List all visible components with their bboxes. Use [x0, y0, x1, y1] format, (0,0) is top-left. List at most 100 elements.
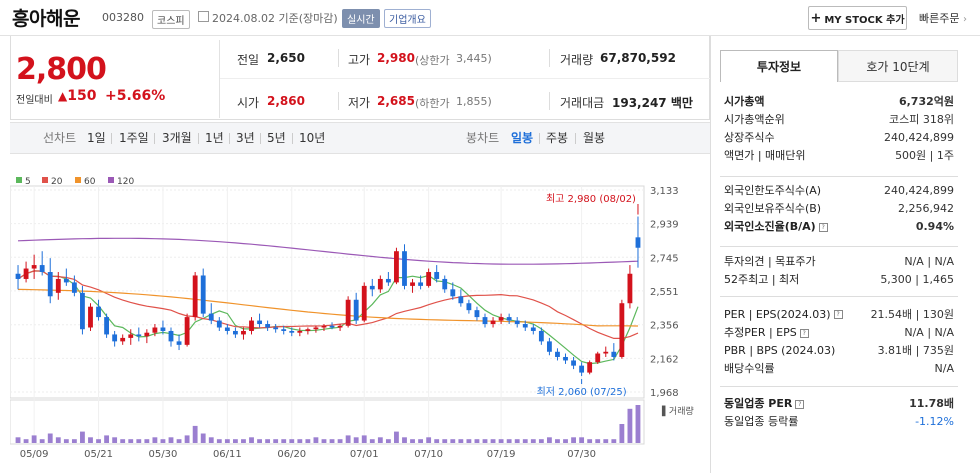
volume-bar	[611, 439, 617, 443]
divider	[220, 78, 710, 79]
candle-body	[571, 360, 576, 366]
high-annotation: 최고 2,980 (08/02)	[546, 193, 636, 205]
volume-bar	[23, 439, 29, 443]
volume-bar	[208, 437, 214, 443]
divider	[720, 296, 958, 297]
candle-body	[39, 265, 45, 273]
x-tick-label: 06/20	[277, 449, 306, 460]
period-1y[interactable]: 1년	[205, 131, 224, 145]
volume-bar	[47, 433, 53, 443]
my-stock-label: MY STOCK 추가	[824, 14, 905, 26]
quick-order-link[interactable]: 빠른주문 ›	[919, 10, 967, 26]
divider	[539, 133, 540, 144]
volume-bar	[321, 439, 327, 443]
x-tick-label: 06/11	[213, 449, 242, 460]
info-value: N/A | N/A	[904, 254, 954, 268]
period-3y[interactable]: 3년	[236, 131, 255, 145]
y-tick-label: 2,939	[650, 220, 679, 231]
candle-daily[interactable]: 일봉	[511, 131, 534, 145]
period-5y[interactable]: 5년	[267, 131, 286, 145]
volume-bar	[458, 439, 464, 443]
price-chart[interactable]: 5 20 60 120 3,133 2,939 2,745 2,551 2,356 2,162 1…	[10, 170, 710, 473]
candle-body	[305, 329, 311, 331]
divider	[292, 133, 293, 144]
candle-body	[176, 341, 182, 345]
info-row: 시가총액순위 코스피 318위	[724, 110, 954, 128]
candle-body	[490, 320, 496, 325]
legend-label: 5	[25, 177, 31, 187]
ma5-line	[17, 270, 639, 365]
realtime-button[interactable]: 실시간	[342, 9, 380, 28]
prev-close-label: 전일	[237, 53, 260, 67]
volume-bar	[152, 437, 158, 443]
candle-body	[353, 299, 359, 321]
candle-body	[80, 292, 85, 330]
help-icon[interactable]: ?	[818, 222, 828, 232]
info-value: -1.12%	[915, 414, 954, 428]
volume-bar	[224, 439, 230, 443]
change-label: 전일대비	[16, 95, 53, 106]
divider	[111, 133, 112, 144]
info-key: 52주최고 | 최저	[724, 273, 800, 286]
candle-body	[168, 330, 174, 342]
help-icon[interactable]: ?	[795, 399, 805, 409]
x-tick-label: 05/21	[84, 449, 113, 460]
divider	[720, 176, 958, 177]
candle-body	[192, 275, 198, 318]
candle-body	[208, 313, 214, 321]
volume-bar	[426, 437, 432, 443]
candle-body	[337, 325, 343, 328]
plot-frame	[10, 185, 645, 399]
volume-bar	[514, 439, 520, 443]
low-annotation: 최저 2,060 (07/25)	[537, 386, 627, 398]
tab-investment-info[interactable]: 투자정보	[720, 50, 838, 82]
candle-body	[241, 330, 246, 335]
low-value: 2,685	[377, 94, 415, 108]
x-tick-label: 07/19	[487, 449, 516, 460]
company-overview-button[interactable]: 기업개요	[384, 9, 431, 28]
market-badge: 코스피	[152, 10, 190, 29]
help-icon[interactable]: ?	[799, 328, 809, 338]
candle-body	[418, 282, 424, 286]
candle-weekly[interactable]: 주봉	[546, 131, 569, 145]
candle-body	[112, 334, 118, 342]
volume-bar	[120, 439, 126, 443]
candle-body	[345, 299, 351, 326]
price-change: ▲150	[58, 88, 96, 104]
candle-monthly[interactable]: 월봉	[583, 131, 606, 145]
candle-body	[538, 330, 544, 342]
help-icon[interactable]: ?	[833, 310, 843, 319]
volume-bar	[192, 425, 198, 443]
x-tick-label: 07/01	[350, 449, 379, 460]
info-key: 동일업종 등락률	[724, 415, 799, 428]
volume-bar	[361, 435, 367, 443]
period-10y[interactable]: 10년	[299, 131, 326, 145]
my-stock-add-button[interactable]: + MY STOCK 추가	[808, 6, 907, 30]
info-key: 외국인소진율(B/A)?	[724, 218, 828, 234]
candle-chart-label: 봉차트	[466, 131, 500, 145]
candle-body	[297, 330, 303, 333]
candle-body	[482, 317, 488, 325]
volume-bar	[595, 439, 601, 443]
candle-body	[63, 278, 69, 283]
high-label: 고가	[348, 53, 371, 67]
volume-bar	[232, 439, 238, 443]
candle-body	[514, 320, 520, 325]
info-row: 상장주식수 240,424,899	[724, 128, 954, 146]
candle-body	[603, 351, 609, 354]
period-1w[interactable]: 1주일	[119, 131, 149, 145]
tab-hoga-10[interactable]: 호가 10단계	[838, 50, 958, 82]
volume-bar	[281, 439, 287, 443]
candle-body	[442, 278, 448, 290]
volume-bar	[474, 439, 480, 443]
period-1d[interactable]: 1일	[87, 131, 106, 145]
volume-bar	[184, 435, 190, 443]
candle-body	[15, 273, 21, 279]
volume-bar	[418, 439, 424, 443]
period-3m[interactable]: 3개월	[162, 131, 192, 145]
info-row: 동일업종 PER? 11.78배	[724, 394, 954, 412]
ma120-line	[17, 237, 639, 265]
divider	[338, 49, 339, 67]
info-key: 배당수익률	[724, 362, 775, 375]
divider	[575, 133, 576, 144]
